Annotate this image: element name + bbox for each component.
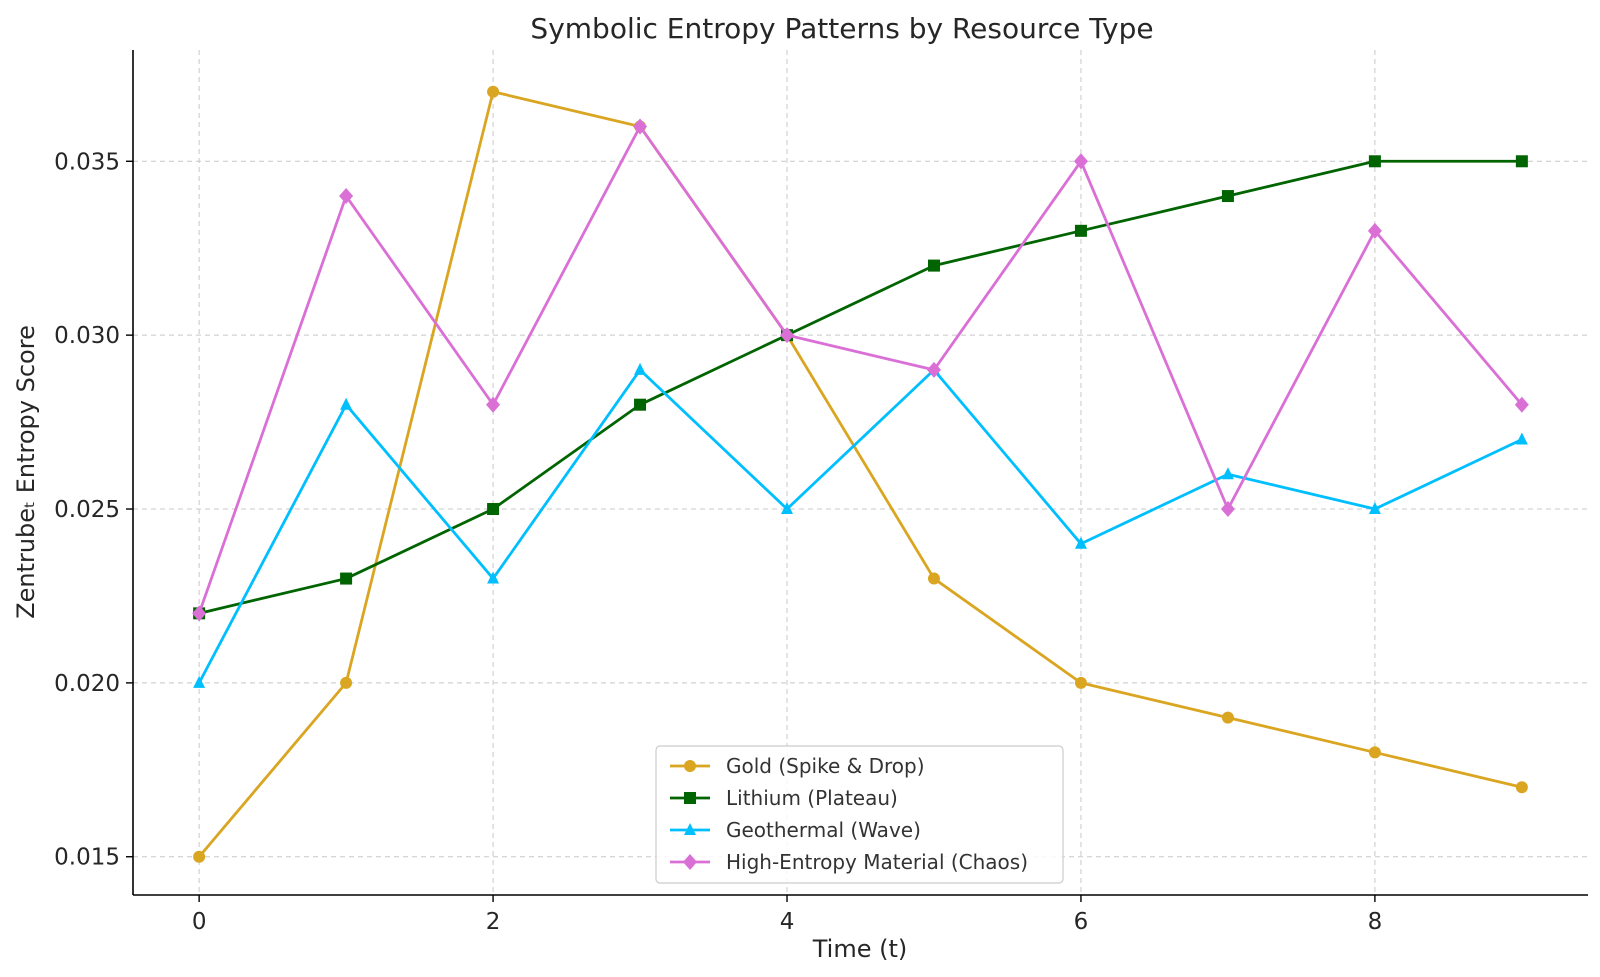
data-point [1221,711,1234,724]
legend-label: High-Entropy Material (Chaos) [726,850,1028,874]
x-tick-label: 2 [486,909,501,935]
data-point [1368,155,1381,168]
data-point [1367,222,1382,239]
data-point [1515,781,1528,794]
data-point [633,118,648,135]
data-point [1515,155,1528,168]
x-tick-label: 0 [192,909,207,935]
legend-entry: High-Entropy Material (Chaos) [670,850,1028,874]
series-2 [193,155,1528,620]
data-point [339,188,354,205]
data-point [193,850,206,863]
series-3 [193,362,1528,688]
series-1 [193,85,1528,863]
y-tick-label: 0.020 [54,671,120,697]
data-point [1073,153,1088,170]
data-point [1221,467,1234,480]
legend-box [655,745,1064,884]
data-point [634,362,647,375]
data-point [340,572,353,585]
data-point [487,571,500,584]
data-point [192,605,207,622]
data-point [1515,432,1528,445]
data-point [781,502,794,515]
y-tick-label: 0.025 [54,497,120,523]
data-point [780,327,795,344]
legend-entry: Lithium (Plateau) [670,786,898,810]
x-axis-label: Time (t) [812,935,908,963]
data-point [340,397,353,410]
y-tick-label: 0.030 [54,323,120,349]
data-point [927,572,940,585]
legend-label: Gold (Spike & Drop) [726,754,925,778]
y-tick-label: 0.035 [54,149,120,175]
data-point [1074,224,1087,237]
series-line [198,159,1522,615]
legend-marker [684,792,696,804]
series-line [197,368,1523,684]
legend: Gold (Spike & Drop) Lithium (Plateau) Geot… [655,745,1064,884]
y-axis-label: Zentrubeₜ Entropy Score [12,325,40,619]
data-point [487,503,500,516]
axes [132,50,1588,896]
series-layer [192,85,1529,863]
chart-title: Symbolic Entropy Patterns by Resource Ty… [530,12,1153,45]
data-point [340,676,353,689]
y-tick-label: 0.015 [54,845,120,871]
data-point [1368,746,1381,759]
x-tick-label: 8 [1368,909,1383,935]
data-point [1221,190,1234,203]
series-4 [192,118,1529,622]
data-point [1074,536,1087,549]
x-tick-label: 4 [780,909,795,935]
data-point [193,675,206,688]
legend-marker [684,760,696,772]
legend-entry: Gold (Spike & Drop) [670,754,925,778]
data-point [1368,502,1381,515]
legend-marker [684,823,696,835]
data-point [927,259,940,272]
legend-label: Lithium (Plateau) [726,786,898,810]
legend-label: Geothermal (Wave) [726,818,921,842]
series-line [197,125,1523,614]
legend-entry: Geothermal (Wave) [670,818,921,842]
data-point [1074,676,1087,689]
data-point [487,85,500,98]
legend-marker [683,854,697,870]
series-line [198,90,1523,858]
data-point [1220,501,1235,518]
data-point [486,396,501,413]
x-tick-label: 6 [1074,909,1089,935]
data-point [634,398,647,411]
data-point [926,361,941,378]
ticks: 0 2 4 6 8 0.015 0.020 0.025 0.030 0.035 [54,149,1382,935]
data-point [1514,396,1529,413]
